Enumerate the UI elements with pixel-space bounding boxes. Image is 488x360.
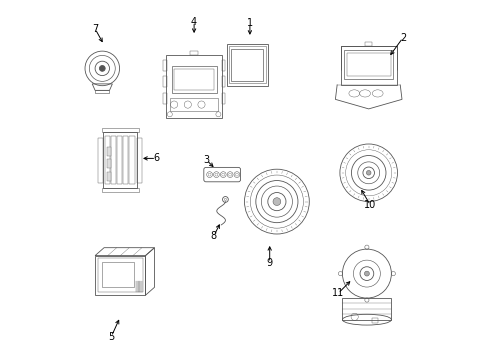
Text: 5: 5	[108, 332, 114, 342]
Bar	[163, 60, 166, 71]
Text: 3: 3	[203, 155, 209, 165]
Bar	[163, 76, 166, 87]
Bar	[171, 66, 216, 93]
Text: 11: 11	[331, 288, 344, 298]
Bar	[226, 44, 267, 85]
Bar	[163, 93, 166, 104]
Text: 4: 4	[191, 17, 197, 27]
Bar	[103, 132, 137, 188]
Bar	[228, 46, 265, 84]
Circle shape	[366, 171, 370, 175]
Bar	[222, 76, 225, 87]
Bar	[222, 93, 225, 104]
Bar	[117, 136, 122, 184]
Bar	[137, 138, 142, 183]
Text: 10: 10	[364, 200, 376, 210]
Bar	[346, 53, 390, 76]
Bar	[365, 42, 371, 46]
Circle shape	[99, 66, 105, 71]
Bar	[342, 298, 390, 320]
Bar	[344, 50, 392, 78]
Bar	[105, 136, 110, 184]
Bar	[231, 49, 263, 81]
Text: 8: 8	[210, 231, 217, 241]
Bar	[98, 138, 103, 183]
Bar	[106, 172, 111, 181]
Bar	[111, 136, 116, 184]
Bar	[106, 159, 111, 168]
Bar	[95, 90, 109, 93]
Bar	[123, 136, 128, 184]
Bar	[166, 55, 222, 118]
Text: 1: 1	[246, 18, 252, 28]
Circle shape	[272, 198, 280, 206]
Bar	[371, 318, 378, 323]
Bar	[340, 46, 396, 85]
Bar	[98, 258, 142, 292]
Bar	[189, 51, 198, 55]
Bar	[102, 128, 139, 132]
Bar	[129, 136, 134, 184]
Text: 9: 9	[266, 258, 272, 268]
Bar	[174, 69, 213, 90]
Bar	[102, 188, 139, 192]
Text: 7: 7	[92, 24, 98, 34]
Text: 2: 2	[399, 33, 405, 43]
Bar	[169, 98, 218, 111]
Text: 6: 6	[153, 153, 159, 163]
Circle shape	[364, 271, 368, 276]
Bar	[102, 262, 134, 287]
Bar	[95, 256, 145, 295]
Bar	[106, 147, 111, 156]
Bar	[222, 60, 225, 71]
